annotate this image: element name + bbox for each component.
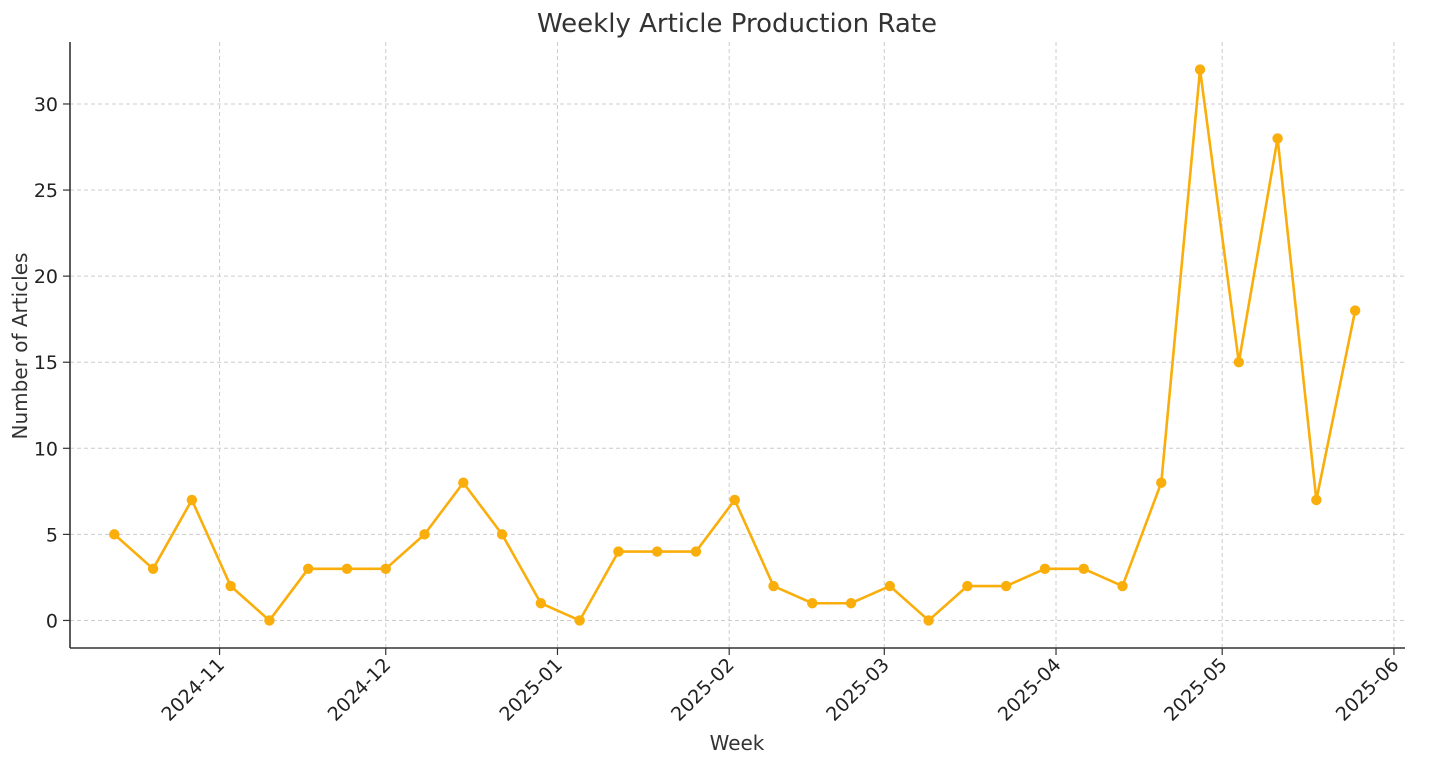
y-tick-label: 25 [34, 180, 58, 202]
data-point [962, 580, 973, 592]
data-point [341, 563, 353, 575]
data-point [458, 477, 469, 488]
data-point [147, 563, 159, 575]
x-axis-label: Week [710, 731, 765, 755]
y-tick-label: 0 [46, 610, 58, 632]
x-tick-label: 2025-01 [495, 654, 567, 726]
data-point [1194, 64, 1206, 75]
y-tick-label: 20 [34, 266, 58, 288]
y-ticks: 0 5 10 15 20 25 30 [34, 94, 70, 632]
series-line [113, 68, 1357, 622]
data-point [729, 494, 740, 506]
data-points [109, 64, 1361, 626]
x-ticks: 2024-11 2024-12 2025-01 2025-02 2025-03 2025-… [157, 648, 1403, 726]
data-point [1000, 580, 1012, 592]
data-point [1156, 477, 1167, 488]
data-point [109, 529, 120, 540]
data-point [1233, 357, 1245, 368]
x-tick-label: 2025-03 [822, 654, 894, 726]
data-point [302, 563, 314, 575]
data-point [807, 598, 818, 609]
data-point [225, 580, 236, 592]
data-point [380, 563, 391, 575]
data-point [845, 598, 857, 609]
x-tick-label: 2025-04 [994, 654, 1066, 726]
series-line-layer [113, 68, 1357, 622]
chart-title: Weekly Article Production Rate [537, 9, 937, 39]
data-point [1272, 133, 1283, 144]
data-point [496, 529, 508, 540]
data-point [264, 615, 275, 626]
data-point [613, 546, 624, 557]
x-tick-label: 2025-02 [667, 654, 739, 726]
x-tick-label: 2024-12 [324, 654, 396, 726]
data-point [884, 580, 896, 592]
grid-lines [70, 42, 1405, 648]
x-tick-label: 2024-11 [157, 654, 229, 726]
x-tick-label: 2025-06 [1332, 654, 1404, 726]
data-point [419, 529, 430, 540]
x-tick-label: 2025-05 [1160, 654, 1232, 726]
data-point [535, 598, 547, 609]
y-axis-label: Number of Articles [8, 253, 32, 440]
y-tick-label: 30 [34, 94, 58, 116]
data-point [651, 546, 663, 557]
data-point [923, 615, 934, 626]
data-point [1039, 563, 1051, 575]
y-tick-label: 5 [46, 524, 58, 546]
data-point [186, 494, 198, 506]
data-point [574, 615, 585, 626]
y-tick-label: 10 [34, 438, 58, 460]
y-tick-label: 15 [34, 352, 58, 374]
data-point [1078, 563, 1089, 575]
data-point [768, 580, 779, 592]
data-point [690, 546, 702, 557]
data-point [1311, 494, 1322, 506]
data-point [1117, 580, 1128, 592]
data-point [1349, 305, 1361, 316]
